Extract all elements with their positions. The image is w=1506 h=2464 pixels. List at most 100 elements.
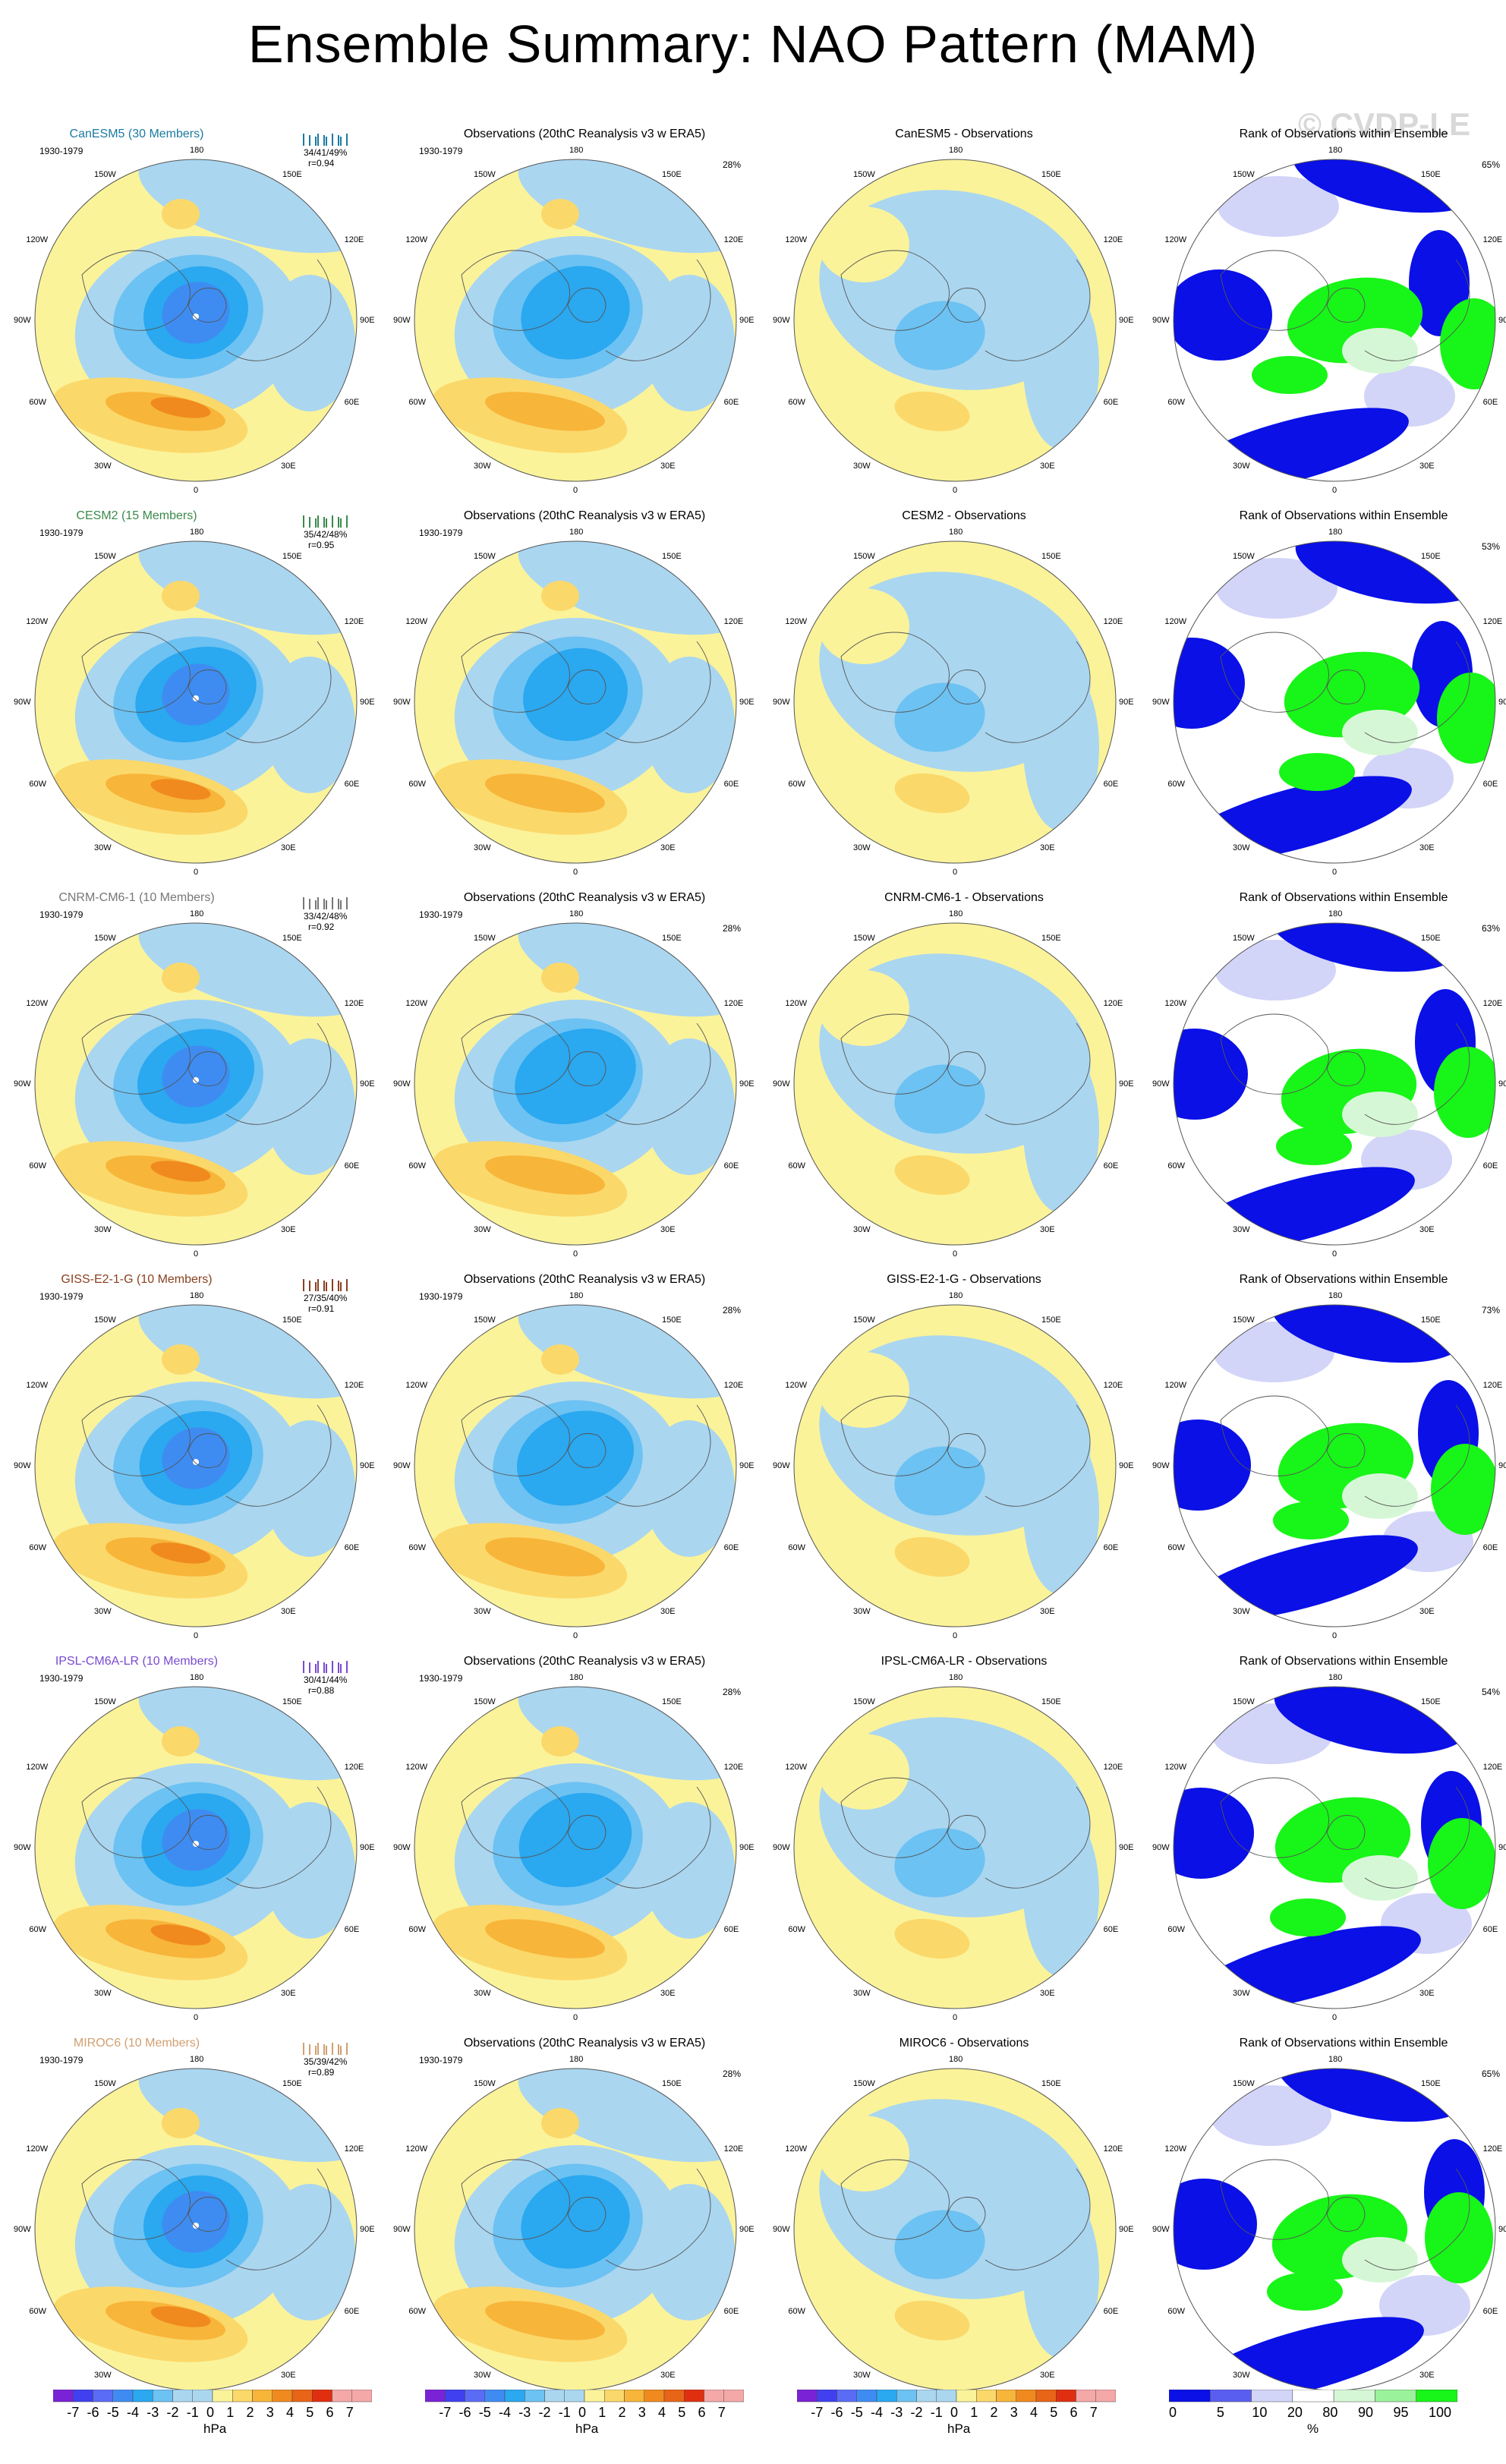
stats-correlation: r=0.88 [308,1685,335,1696]
lon-label-w: 90W [14,2225,31,2234]
colorbar-tick-label: -3 [147,2405,159,2420]
negative-region [894,2210,985,2280]
colorbar-swatch [1210,2390,1252,2403]
lon-label-n: 180 [190,1673,204,1682]
model-panel: 180 150E 150W 120E 120W 90E 90W 60E 60W 30E 30W 0 CN… [14,885,387,1265]
lon-label-wnw: 120W [1164,235,1187,244]
lon-label-s: 0 [573,1249,578,1259]
lon-label-ne: 150E [1041,934,1061,944]
map-svg [793,159,1117,482]
colorbar-tick-label: 0 [950,2405,959,2420]
colorbar-swatch [525,2390,545,2403]
colorbar-swatch [896,2390,917,2403]
model-title: CanESM5 (30 Members) [69,128,204,140]
lon-label-wsw: 60W [1167,1925,1186,1934]
lon-label-ese: 60E [1103,1543,1119,1552]
coastline [81,2159,191,2240]
map-outline [1173,540,1496,864]
lon-label-w: 90W [393,1079,411,1089]
coastline [225,2168,332,2270]
lon-label-wsw: 60W [29,1543,47,1552]
positive-region [818,206,909,282]
colorbar-tick-label: -2 [538,2405,551,2420]
lon-label-ene: 120E [723,1381,744,1390]
lon-label-ene: 120E [723,617,744,626]
map-svg [793,1304,1117,1627]
map-outline [793,1686,1117,2009]
coastline [985,1404,1091,1507]
colorbar-swatch [1095,2390,1116,2403]
obs-panel: 180 150E 150W 120E 120W 90E 90W 60E 60W 30E 30W 0 Ob… [393,503,767,883]
stats-correlation: r=0.89 [308,2067,335,2078]
colorbar-swatch [312,2390,332,2403]
colorbar-hpa: -7 -6 -5 -4 -3 -2 -1 0 1 2 3 4 5 6 7 hPa [797,2390,1116,2450]
map-outline [793,540,1117,864]
map-svg [414,159,737,482]
coastline [985,259,1091,361]
lon-label-wsw: 60W [29,1161,47,1171]
map-svg [1173,1686,1496,2009]
negative-region [264,657,355,793]
lon-label-ese: 60E [344,780,360,789]
coastline [225,259,332,361]
lon-label-n: 180 [949,1673,963,1682]
lon-label-ene: 120E [344,617,364,626]
lon-label-e: 90E [1498,1079,1506,1089]
negative-region [264,1420,355,1557]
rank-region [1342,710,1418,755]
coastline [605,1404,711,1507]
lon-label-w: 90W [393,698,411,707]
negative-region [894,1446,985,1516]
rank-region [1174,269,1272,361]
rank-percent: 63% [1482,923,1501,934]
rank-title: Rank of Observations within Ensemble [1239,1273,1448,1286]
colorbar-tick-label: 90 [1357,2405,1373,2420]
lon-label-ene: 120E [344,1763,364,1772]
colorbar-tick-label: -1 [930,2405,943,2420]
map-outline [1173,1304,1496,1627]
colorbar-tick-label: 1 [226,2405,235,2420]
lon-label-e: 90E [739,1079,755,1089]
lon-label-wnw: 120W [405,1381,428,1390]
positive-region [818,1352,909,1428]
lon-label-s: 0 [573,868,578,877]
lon-label-nw: 150W [1233,1315,1255,1325]
coastline [461,250,570,331]
lon-label-wsw: 60W [29,398,47,407]
rank-region [1210,2085,1331,2146]
colorbar-swatch [53,2390,74,2403]
obs-title: Observations (20thC Reanalysis v3 w ERA5… [463,1273,706,1286]
rank-panel: 180 150E 150W 120E 120W 90E 90W 60E 60W 30E 30W 0 Ra… [1152,121,1506,501]
coastline [81,250,191,331]
negative-region [1023,1810,1099,1977]
rank-region [1428,1818,1495,1909]
lon-label-se: 30E [1419,1988,1435,1998]
coastline [1220,632,1329,713]
positive-region [541,1344,579,1375]
positive-region [894,391,970,432]
lon-label-w: 90W [773,2225,790,2234]
coastline [1364,1404,1470,1507]
coastline [605,2168,711,2270]
lon-label-ne: 150E [282,170,302,180]
colorbar-swatch [425,2390,446,2403]
coastline [187,670,227,704]
lon-label-ne: 150E [282,1315,302,1325]
map-svg [34,159,358,482]
coastline [567,1433,606,1468]
lon-label-se: 30E [1419,843,1435,852]
colorbar-tick-label: 6 [326,2405,334,2420]
rank-region [1342,328,1418,373]
coastline [1326,1051,1366,1086]
negative-region [523,648,628,742]
map-svg [414,922,737,1246]
negative-region [644,275,735,411]
map-svg [793,2068,1117,2391]
colorbar-tick-label: 7 [717,2405,726,2420]
colorbar-unit: hPa [203,2421,227,2436]
obs-percent: 28% [723,2069,742,2079]
lon-label-wsw: 60W [408,780,427,789]
lon-label-sw: 30W [853,1224,871,1234]
colorbar-swatch [172,2390,193,2403]
positive-region [894,1155,970,1196]
